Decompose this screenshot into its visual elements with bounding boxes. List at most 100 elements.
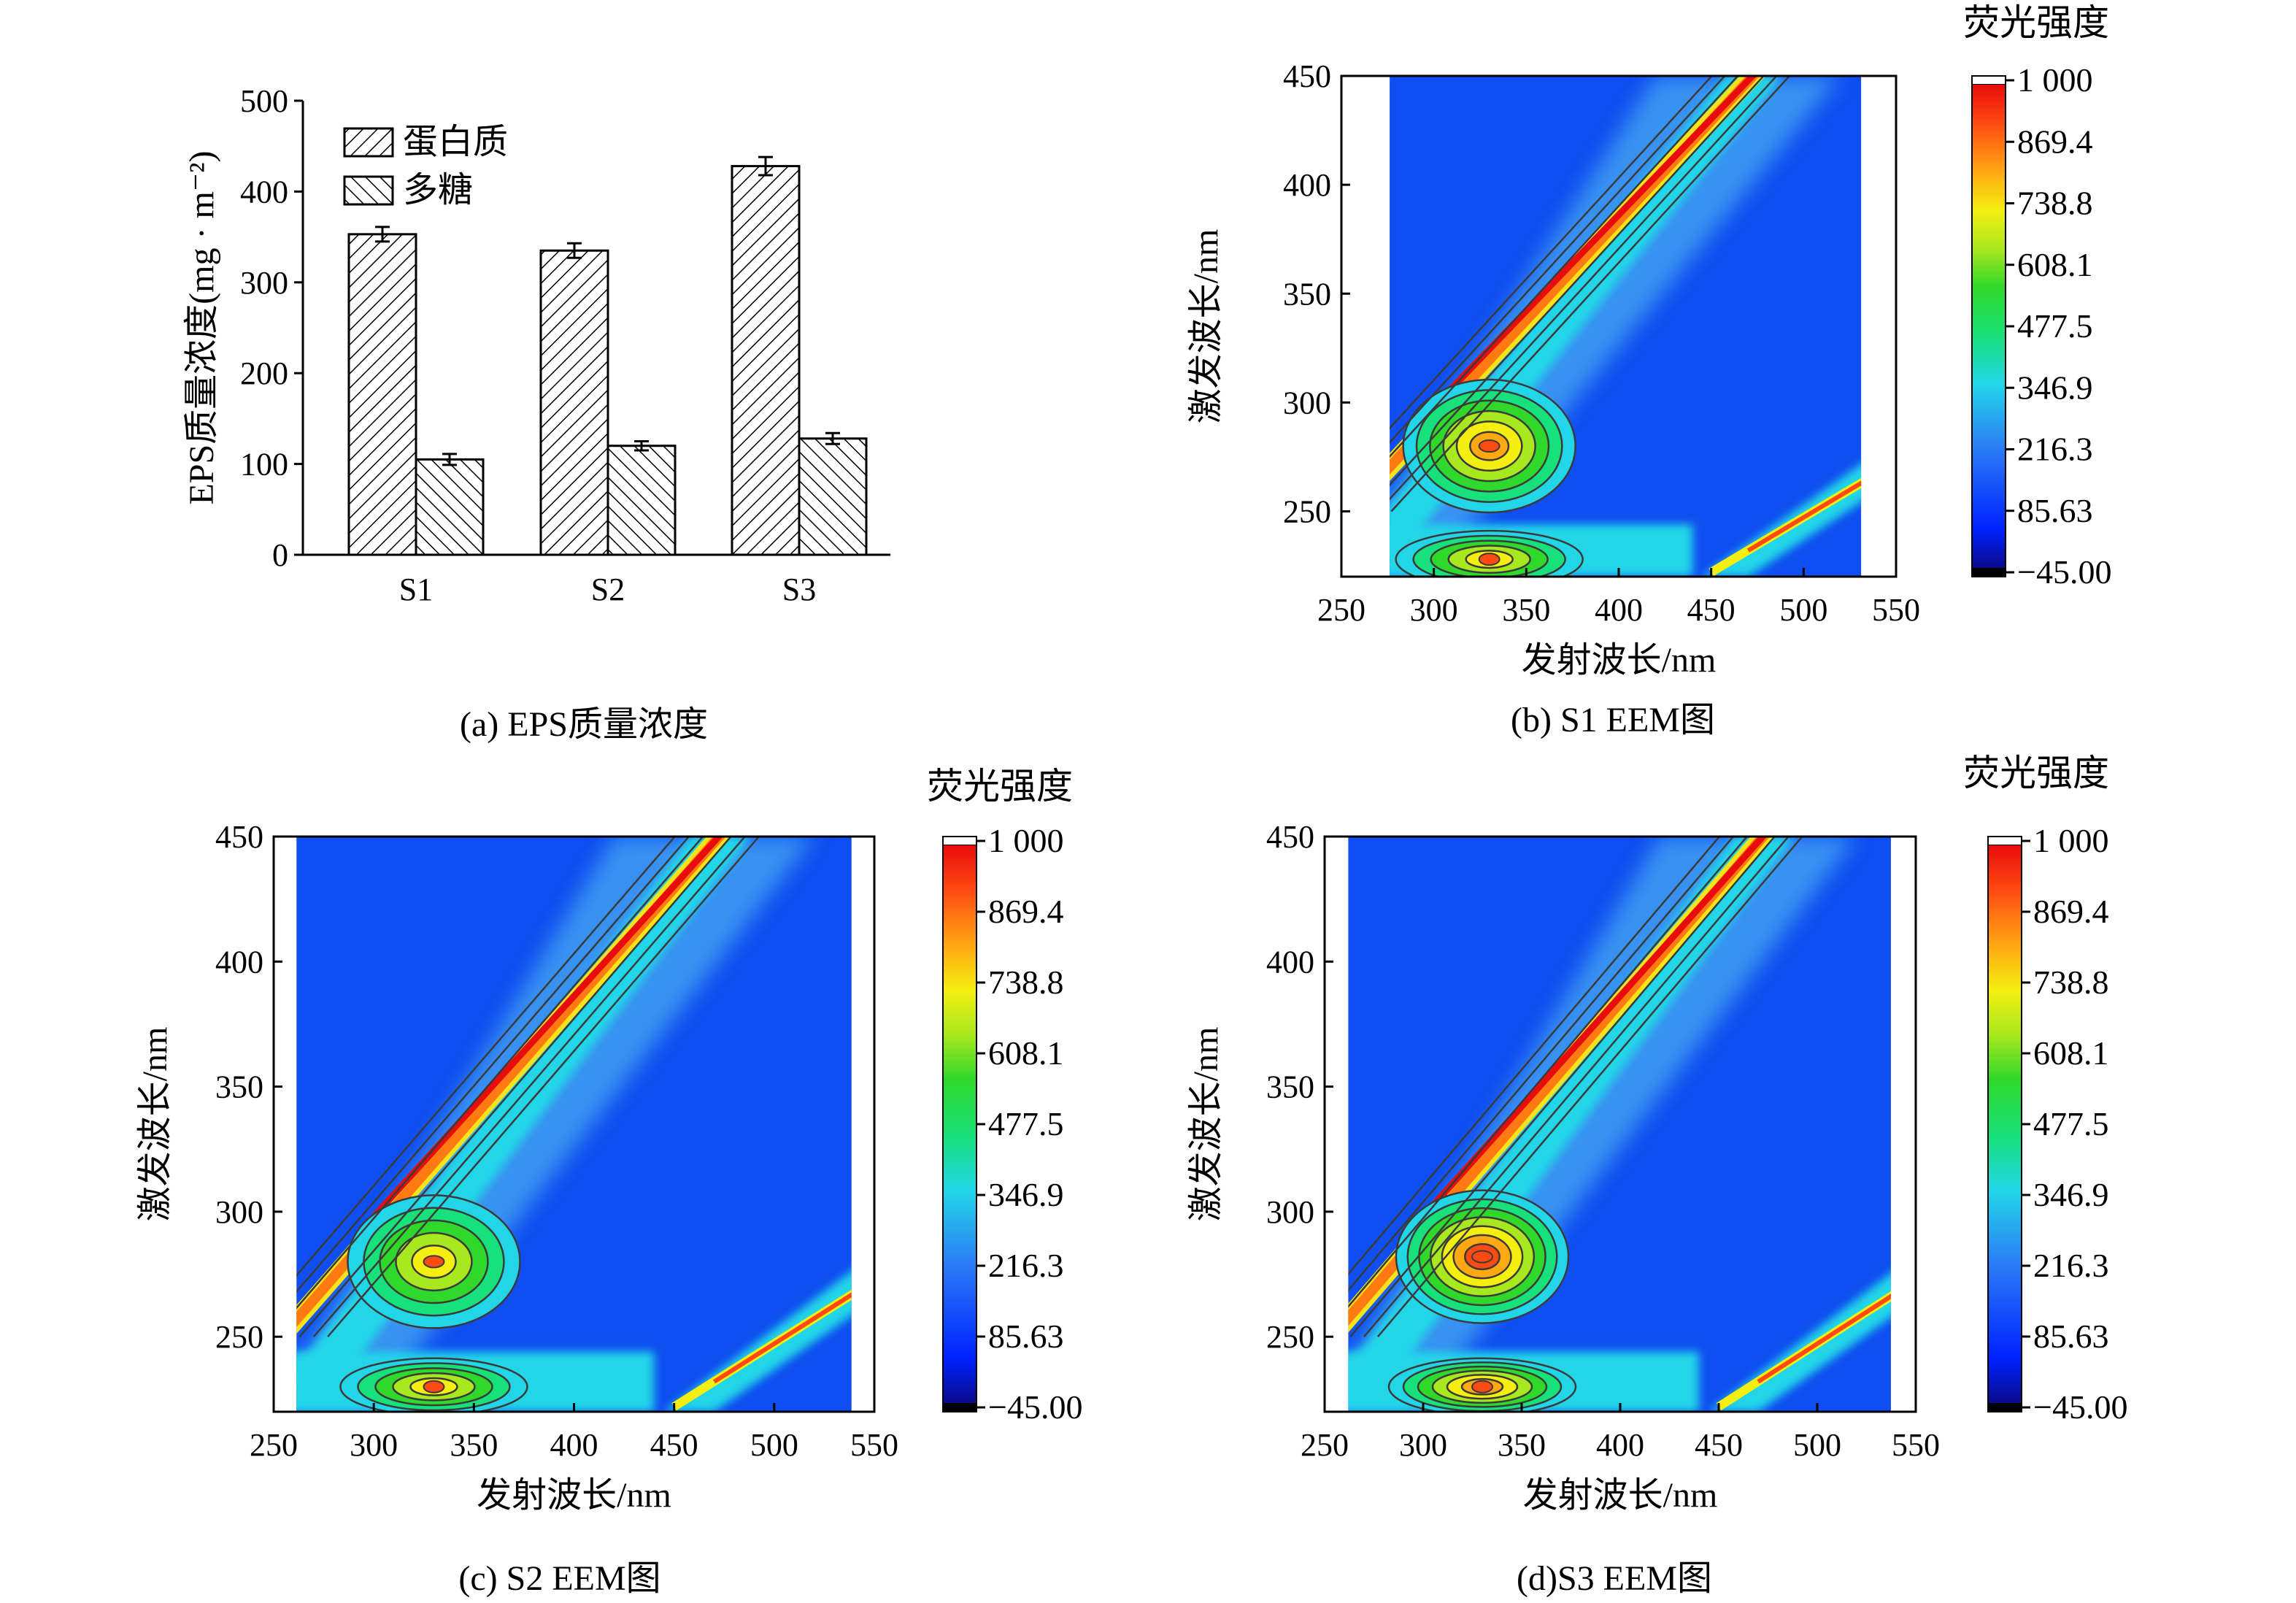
x-axis-label: 发射波长/nm — [1522, 641, 1717, 680]
y-tick-label: 500 — [240, 83, 288, 119]
colorbar-top-cap — [1971, 75, 2006, 85]
x-tick-label: 450 — [1695, 1427, 1743, 1463]
y-tick-label: 250 — [215, 1319, 263, 1355]
colorbar-tick-label: 216.3 — [988, 1247, 1064, 1284]
y-tick-label: 400 — [1283, 167, 1331, 203]
y-axis-label: EPS质量浓度(mg · m⁻²) — [182, 150, 221, 504]
x-axis-label: 发射波长/nm — [477, 1476, 671, 1515]
y-tick-label: 300 — [215, 1194, 263, 1230]
bar-polysaccharide-S1 — [415, 458, 485, 556]
ridge-contour — [1390, 76, 1739, 458]
x-tick-label: 400 — [1595, 592, 1643, 628]
y-tick-label: 400 — [1266, 944, 1314, 980]
x-tick-label: 500 — [1779, 592, 1827, 628]
peak-center — [423, 1255, 445, 1269]
colorbar-tick-label: 1 000 — [2017, 61, 2093, 99]
second-order-core — [1746, 480, 1862, 553]
colorbar: 1 000 869.4 738.8 608.1 477.5 346.9 216.3 85.63… — [1963, 2, 2111, 591]
ridge-contour — [312, 837, 747, 1338]
y-tick-label: 350 — [1283, 276, 1331, 312]
ridge-contour — [1348, 837, 1721, 1276]
ridge-contour — [1390, 76, 1727, 444]
peak-center — [1478, 553, 1501, 566]
colorbar-tick-label: −45.00 — [2017, 553, 2111, 591]
colorbar-tick-label: 869.4 — [988, 893, 1064, 930]
ridge-contour — [296, 837, 704, 1310]
colorbar-bottom-cap — [1972, 568, 2006, 577]
x-tick-label: 350 — [450, 1427, 498, 1463]
eem-panel-1: 250 300 350 400 450 500 550 250 300 350 400 450 发射波长… — [1187, 2, 2111, 739]
eem-panel-3: 250 300 350 400 450 500 550 250 300 350 400 450 发射波长… — [1187, 753, 2127, 1598]
colorbar-tick-label: 346.9 — [988, 1176, 1064, 1213]
colorbar: 1 000 869.4 738.8 608.1 477.5 346.9 216.3 85.63… — [927, 766, 1082, 1426]
y-tick-label: 450 — [1283, 58, 1331, 94]
x-tick-label: 400 — [550, 1427, 598, 1463]
x-tick-label: 250 — [1301, 1427, 1349, 1463]
ridge-contour — [1390, 76, 1714, 430]
ridge-contour — [1390, 76, 1779, 501]
colorbar: 1 000 869.4 738.8 608.1 477.5 346.9 216.3 85.63… — [1963, 753, 2127, 1426]
colorbar-tick-label: 738.8 — [988, 964, 1064, 1001]
colorbar-gradient — [1972, 85, 2006, 568]
panel-caption: (d)S3 EEM图 — [1517, 1559, 1712, 1598]
bar-protein-S2 — [539, 249, 609, 556]
y-tick-label: 250 — [1283, 494, 1331, 530]
y-tick-label: 350 — [1266, 1069, 1314, 1105]
ridge-contour — [1363, 837, 1790, 1338]
ridge-contour — [1390, 76, 1765, 487]
colorbar-title: 荧光强度 — [1963, 753, 2109, 793]
colorbar-tick-label: 608.1 — [988, 1034, 1064, 1072]
colorbar-tick-label: 869.4 — [2017, 123, 2093, 160]
ridge-contour — [298, 837, 733, 1338]
ridge-contour — [1348, 837, 1749, 1308]
colorbar-tick-label: 477.5 — [988, 1105, 1064, 1142]
ridge-contour — [1376, 837, 1804, 1338]
x-tick-label: 300 — [1399, 1427, 1447, 1463]
y-tick-label: 450 — [1266, 819, 1314, 855]
x-tick-label: 350 — [1498, 1427, 1546, 1463]
x-tick-label: 500 — [1793, 1427, 1841, 1463]
x-tick-label: 250 — [1317, 592, 1365, 628]
second-order-core — [1757, 1293, 1891, 1384]
y-axis-label: 激发波长/nm — [1187, 229, 1225, 424]
y-tick-label: 300 — [1283, 385, 1331, 420]
peak-center — [1478, 439, 1501, 453]
colorbar-tick-label: 1 000 — [2033, 822, 2109, 859]
x-tick-label: 500 — [750, 1427, 798, 1463]
x-tick-label: 550 — [1892, 1427, 1940, 1463]
ridge-contour — [296, 837, 677, 1277]
x-tick-label: 300 — [350, 1427, 398, 1463]
panel-caption: (b) S1 EEM图 — [1511, 701, 1715, 739]
y-tick-label: 200 — [240, 355, 288, 391]
colorbar-tick-label: 608.1 — [2017, 246, 2093, 283]
peak-center — [1471, 1380, 1493, 1394]
x-tick-label: 450 — [1687, 592, 1736, 628]
y-tick-label: 350 — [215, 1069, 263, 1105]
colorbar-tick-label: 608.1 — [2033, 1034, 2109, 1072]
ridge-contour — [327, 837, 760, 1338]
colorbar-title: 荧光强度 — [927, 766, 1073, 807]
colorbar-bottom-cap — [943, 1403, 976, 1412]
colorbar-tick-label: 1 000 — [988, 822, 1064, 859]
second-order-halo — [663, 1271, 852, 1412]
colorbar-gradient — [943, 845, 976, 1403]
x-tick-label: 550 — [1872, 592, 1920, 628]
peak-center — [1471, 1250, 1493, 1264]
y-tick-label: 100 — [240, 447, 288, 483]
y-tick-label: 300 — [1266, 1194, 1314, 1230]
legend-label: 蛋白质 — [403, 123, 508, 161]
x-tick-label: 400 — [1596, 1427, 1644, 1463]
ridge-contour — [1348, 837, 1735, 1292]
colorbar-tick-label: 738.8 — [2017, 185, 2093, 222]
panel-caption: (a) EPS质量浓度 — [460, 705, 708, 744]
colorbar-top-cap — [1987, 836, 2022, 846]
bar-polysaccharide-S2 — [606, 445, 677, 556]
x-tick-label: 550 — [850, 1427, 898, 1463]
colorbar-tick-label: 216.3 — [2017, 431, 2093, 468]
panel-caption: (c) S2 EEM图 — [458, 1559, 660, 1598]
y-tick-label: 400 — [215, 944, 263, 980]
rayleigh-ridge-core — [371, 837, 724, 1219]
legend-swatch — [343, 127, 394, 158]
